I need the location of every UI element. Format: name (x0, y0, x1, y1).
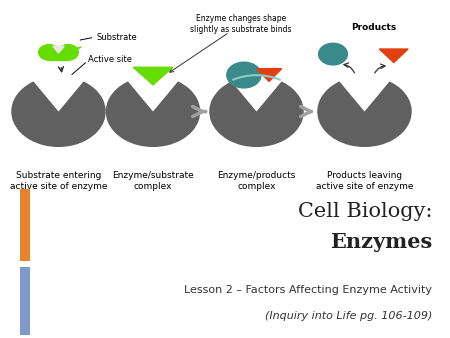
Text: Products leaving
active site of enzyme: Products leaving active site of enzyme (316, 171, 413, 191)
Bar (49, 51, 68, 60)
Text: Lesson 2 – Factors Affecting Enzyme Activity: Lesson 2 – Factors Affecting Enzyme Acti… (184, 285, 432, 295)
Circle shape (39, 45, 59, 60)
Polygon shape (256, 69, 282, 81)
Circle shape (58, 45, 78, 60)
Text: Substrate: Substrate (97, 33, 138, 42)
Text: Enzyme/substrate
complex: Enzyme/substrate complex (112, 171, 194, 191)
Polygon shape (68, 47, 81, 55)
Text: Substrate entering
active site of enzyme: Substrate entering active site of enzyme (10, 171, 107, 191)
Text: (Inquiry into Life pg. 106-109): (Inquiry into Life pg. 106-109) (265, 311, 432, 321)
Text: Active site: Active site (88, 55, 132, 64)
Text: Enzyme/products
complex: Enzyme/products complex (217, 171, 296, 191)
Text: Enzyme changes shape
slightly as substrate binds: Enzyme changes shape slightly as substra… (190, 14, 292, 34)
Bar (20, 267, 30, 335)
Polygon shape (379, 49, 408, 63)
Text: Cell Biology:: Cell Biology: (297, 202, 432, 221)
Circle shape (227, 62, 261, 88)
Polygon shape (53, 46, 64, 53)
Text: Enzymes: Enzymes (330, 232, 432, 252)
Text: Products: Products (351, 23, 396, 31)
Wedge shape (106, 81, 200, 147)
Wedge shape (317, 81, 412, 147)
Circle shape (319, 43, 347, 65)
Polygon shape (133, 67, 173, 85)
Wedge shape (11, 81, 106, 147)
Wedge shape (209, 81, 304, 147)
Bar (20, 189, 30, 261)
